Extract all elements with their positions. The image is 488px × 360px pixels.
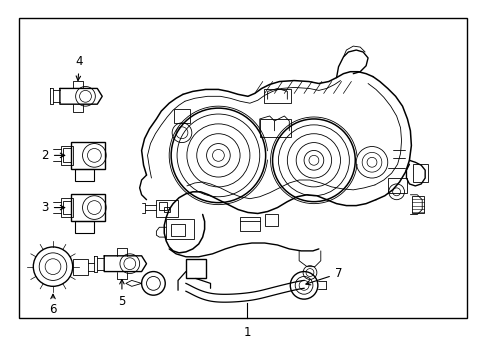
Bar [19, 18, 466, 318]
Bar [61, 198, 73, 217]
Text: 5: 5 [118, 279, 125, 307]
Bar [412, 164, 427, 182]
Bar [71, 141, 105, 169]
Bar [259, 119, 291, 137]
Bar [159, 202, 167, 210]
Text: 6: 6 [49, 294, 57, 316]
Bar [61, 145, 73, 165]
Bar [263, 89, 291, 103]
Text: 7: 7 [305, 267, 342, 285]
Text: 3: 3 [41, 201, 64, 214]
Bar [164, 207, 170, 212]
Bar [63, 201, 71, 215]
Bar [264, 215, 278, 226]
Text: 2: 2 [41, 149, 64, 162]
Bar [166, 219, 193, 239]
Bar [185, 259, 205, 278]
Bar [171, 224, 184, 236]
Text: 4: 4 [76, 55, 83, 81]
Bar [174, 109, 189, 123]
Bar [75, 169, 94, 181]
Bar [240, 217, 259, 231]
Text: 1: 1 [243, 326, 250, 339]
Bar [75, 221, 94, 233]
Bar [73, 259, 88, 275]
Bar [156, 200, 178, 217]
Bar [63, 148, 71, 162]
Bar [71, 194, 105, 221]
Bar [387, 178, 407, 193]
Bar [411, 196, 423, 213]
